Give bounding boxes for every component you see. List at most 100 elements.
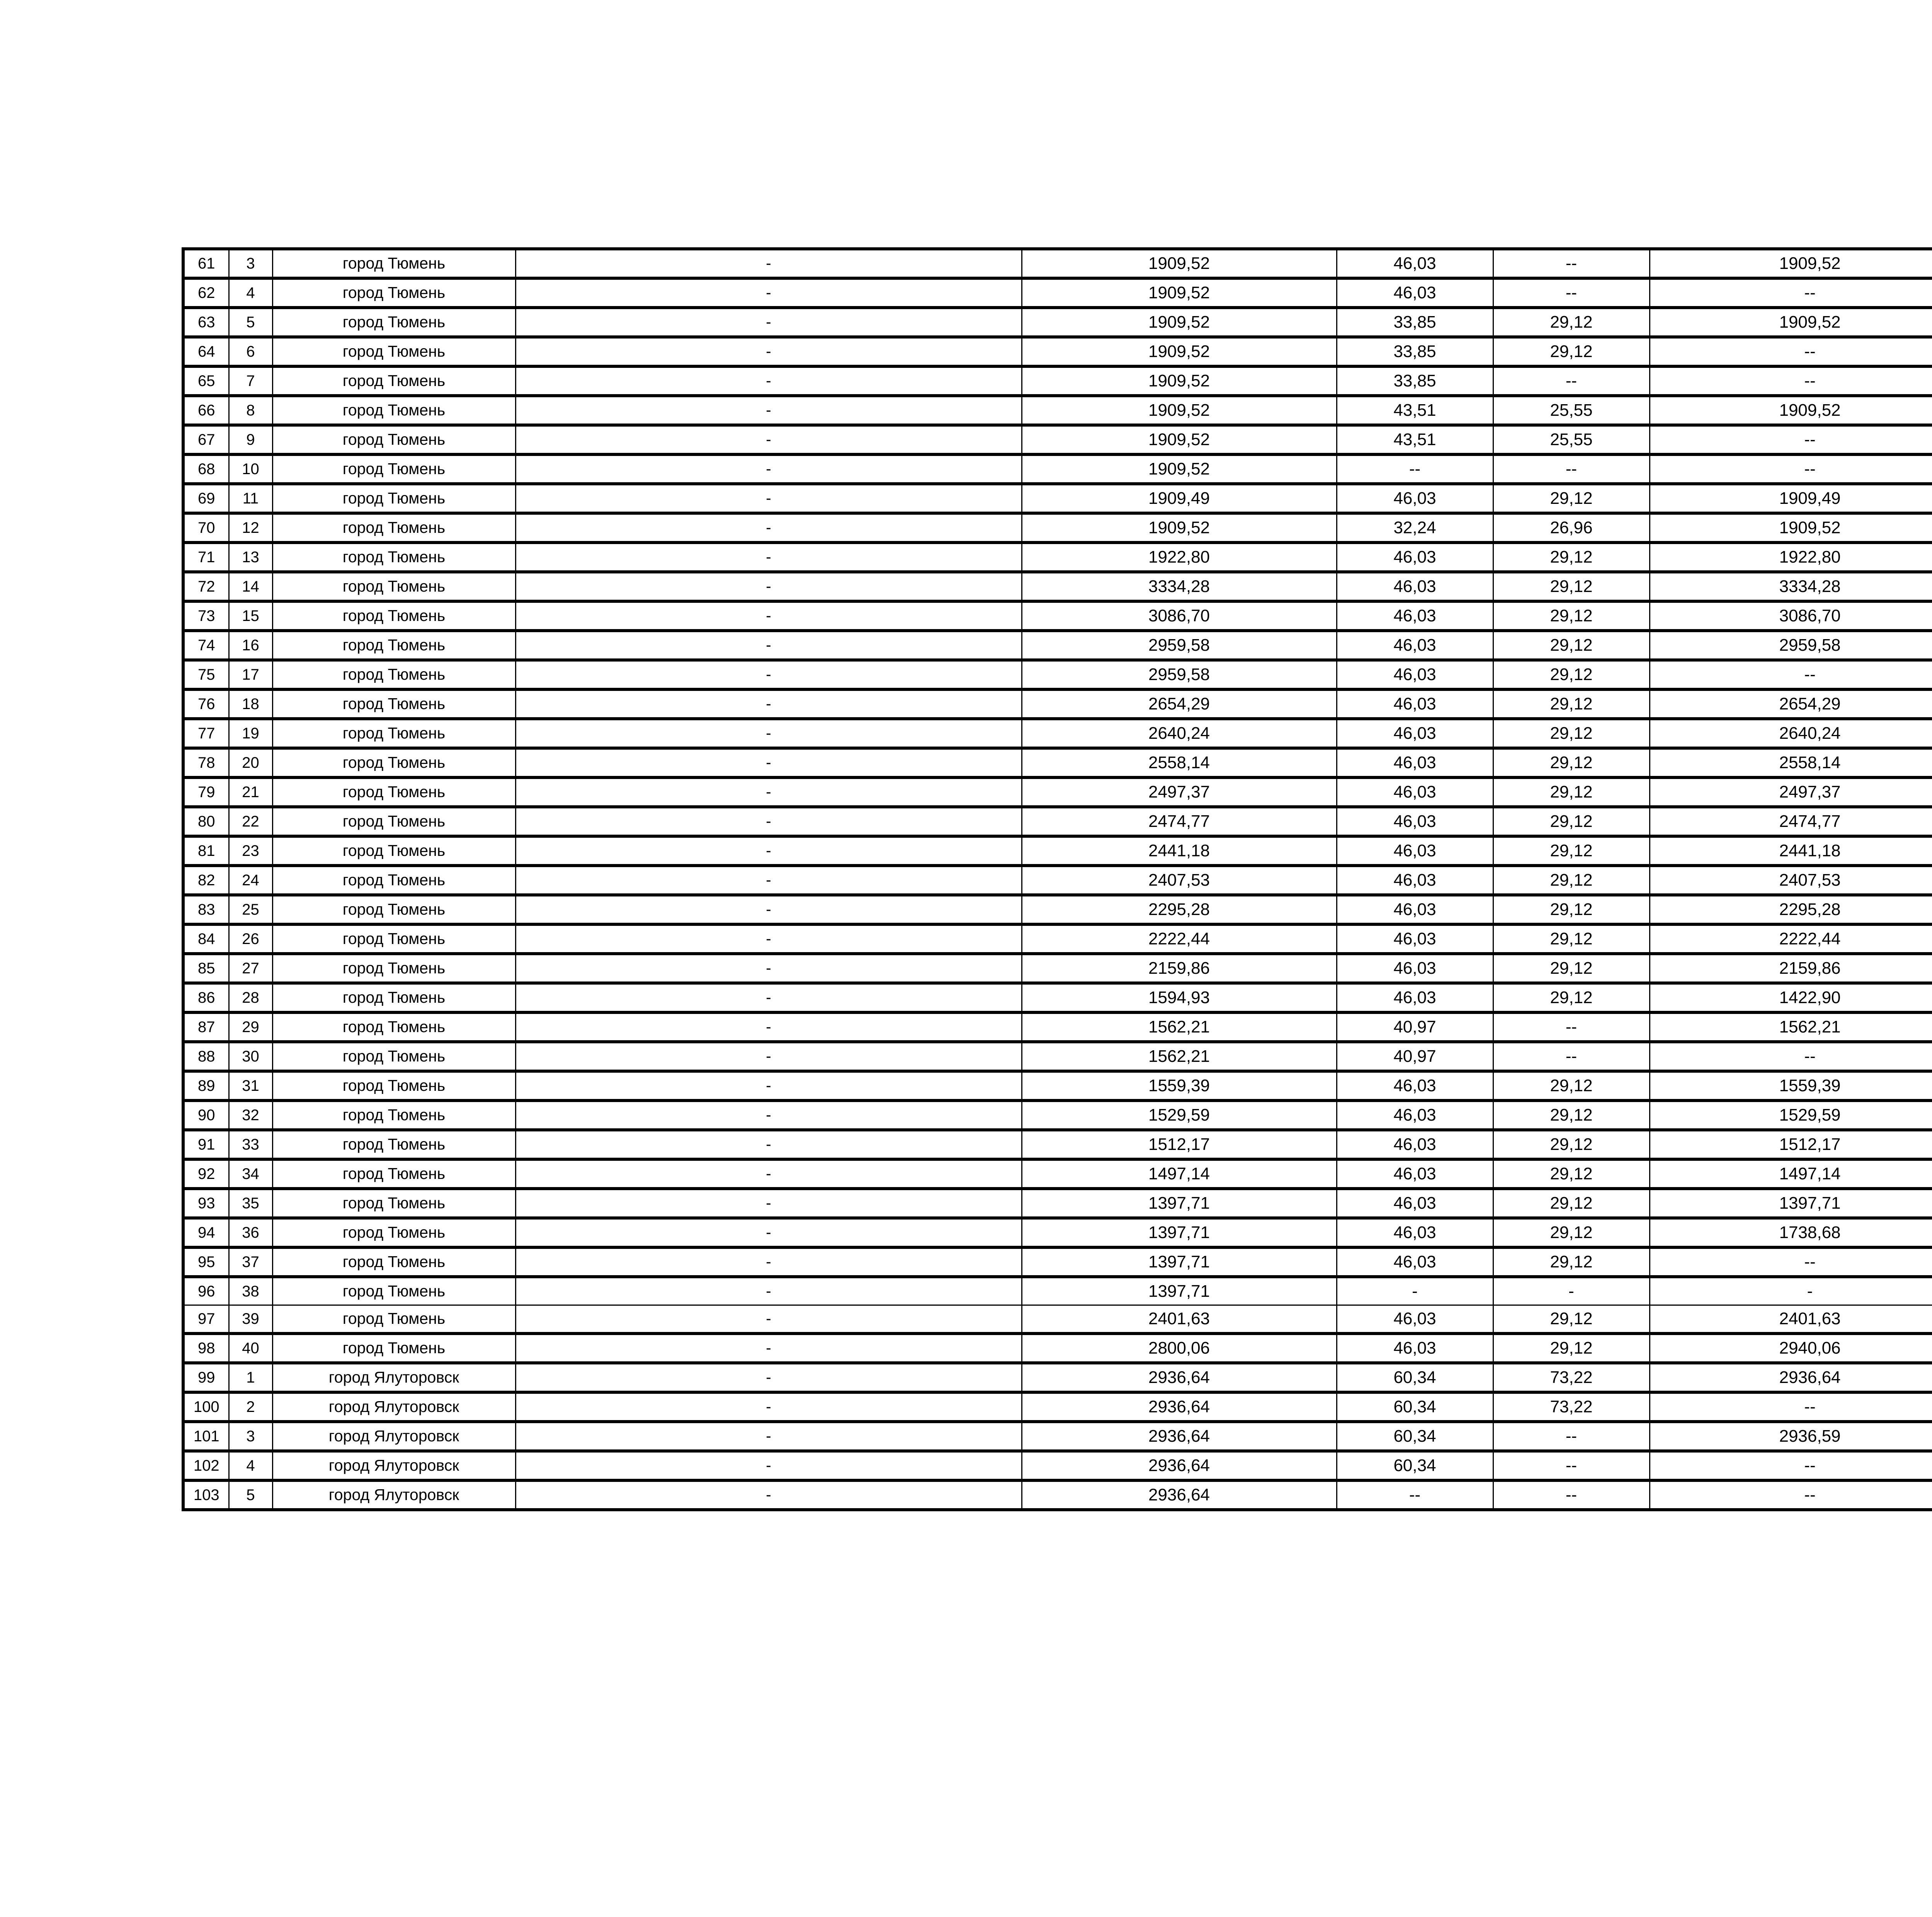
table-row: 76 18 город Тюмень -2654,29 46,03 29,12 2654,2… [182,688,1932,720]
cell-value-4: -- [1649,1246,1932,1277]
cell-value-2: 46,03 [1336,981,1494,1013]
cell-value-2: 46,03 [1336,277,1494,308]
cell-value-1: 2800,06 [1021,1332,1337,1364]
table-row: 94 36 город Тюмень -1397,71 46,03 29,12 1738,6… [182,1216,1932,1248]
cell-municipality: город Тюмень [272,658,516,690]
cell-value-2: 46,03 [1336,1216,1494,1248]
cell-value-3: 29,12 [1492,1070,1650,1101]
cell-value-3: -- [1492,1040,1650,1072]
cell-value-4: -- [1649,365,1932,396]
cell-sub-number: 9 [228,424,273,455]
cell-value-1: 2222,44 [1021,923,1337,954]
table-row: 63 5 город Тюмень -1909,52 33,85 29,12 1909,52… [182,306,1932,338]
cell-municipality: город Тюмень [272,1332,516,1364]
table-row: 85 27 город Тюмень -2159,86 46,03 29,12 2159,8… [182,952,1932,984]
cell-row-number: 72 [182,570,230,602]
cell-municipality: город Тюмень [272,306,516,338]
cell-note: - [515,1275,1022,1306]
cell-value-2: 60,34 [1336,1391,1494,1422]
cell-note: - [515,864,1022,896]
cell-note: - [515,1128,1022,1160]
cell-row-number: 63 [182,306,230,338]
cell-value-4: 3334,28 [1649,570,1932,602]
cell-sub-number: 20 [228,747,273,778]
cell-value-2: 46,03 [1336,541,1494,573]
cell-row-number: 65 [182,365,230,396]
cell-municipality: город Тюмень [272,1187,516,1219]
table-row: 86 28 город Тюмень -1594,93 46,03 29,12 1422,9… [182,981,1932,1013]
cell-row-number: 98 [182,1332,230,1364]
cell-value-2: 46,03 [1336,923,1494,954]
cell-municipality: город Тюмень [272,365,516,396]
cell-value-3: 73,22 [1492,1391,1650,1422]
cell-value-2: 46,03 [1336,893,1494,925]
cell-note: - [515,482,1022,514]
cell-row-number: 78 [182,747,230,778]
cell-value-1: 1909,52 [1021,424,1337,455]
cell-value-1: 1909,52 [1021,365,1337,396]
cell-sub-number: 3 [228,247,273,279]
cell-municipality: город Тюмень [272,600,516,631]
table-row: 92 34 город Тюмень -1497,14 46,03 29,12 1497,1… [182,1158,1932,1189]
cell-sub-number: 18 [228,688,273,720]
cell-value-4: -- [1649,1040,1932,1072]
cell-value-3: -- [1492,247,1650,279]
cell-value-4: 3086,70 [1649,600,1932,631]
cell-municipality: город Тюмень [272,1246,516,1277]
cell-sub-number: 39 [228,1305,273,1334]
cell-note: - [515,600,1022,631]
cell-note: - [515,805,1022,837]
cell-sub-number: 13 [228,541,273,573]
cell-note: - [515,835,1022,866]
cell-value-2: 46,03 [1336,1246,1494,1277]
cell-value-1: 1909,52 [1021,247,1337,279]
cell-sub-number: 29 [228,1011,273,1043]
cell-value-3: 29,12 [1492,1305,1650,1334]
cell-value-2: - [1336,1275,1494,1306]
cell-value-4: -- [1649,1391,1932,1422]
cell-note: - [515,1187,1022,1219]
cell-note: - [515,247,1022,279]
cell-value-3: 29,12 [1492,541,1650,573]
cell-value-3: 29,12 [1492,1187,1650,1219]
cell-value-1: 1397,71 [1021,1187,1337,1219]
cell-sub-number: 38 [228,1275,273,1306]
cell-value-1: 1562,21 [1021,1011,1337,1043]
cell-value-4: 2159,86 [1649,952,1932,984]
cell-value-1: 1922,80 [1021,541,1337,573]
cell-value-1: 1909,52 [1021,453,1337,485]
cell-row-number: 61 [182,247,230,279]
cell-note: - [515,424,1022,455]
cell-value-2: 40,97 [1336,1040,1494,1072]
table-row: 83 25 город Тюмень -2295,28 46,03 29,12 2295,2… [182,893,1932,925]
cell-sub-number: 12 [228,512,273,543]
cell-value-1: 2407,53 [1021,864,1337,896]
cell-value-4: 1909,52 [1649,247,1932,279]
cell-note: - [515,952,1022,984]
cell-row-number: 97 [182,1305,230,1334]
cell-sub-number: 24 [228,864,273,896]
cell-value-3: 29,12 [1492,1158,1650,1189]
cell-row-number: 80 [182,805,230,837]
table-row: 91 33 город Тюмень -1512,17 46,03 29,12 1512,1… [182,1128,1932,1160]
cell-note: - [515,776,1022,808]
cell-value-3: -- [1492,1449,1650,1481]
cell-note: - [515,394,1022,426]
cell-municipality: город Тюмень [272,277,516,308]
cell-municipality: город Тюмень [272,688,516,720]
cell-value-1: 1909,52 [1021,335,1337,367]
cell-value-3: 29,12 [1492,1128,1650,1160]
cell-note: - [515,277,1022,308]
cell-municipality: город Тюмень [272,394,516,426]
cell-sub-number: 8 [228,394,273,426]
cell-municipality: город Тюмень [272,1040,516,1072]
cell-value-2: 43,51 [1336,394,1494,426]
cell-municipality: город Тюмень [272,512,516,543]
cell-municipality: город Тюмень [272,776,516,808]
cell-value-3: 29,12 [1492,570,1650,602]
cell-value-1: 1559,39 [1021,1070,1337,1101]
cell-value-2: 46,03 [1336,1305,1494,1334]
